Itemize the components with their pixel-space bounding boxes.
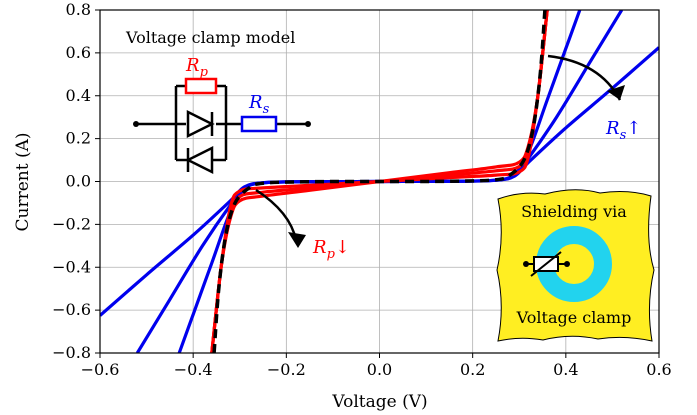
x-tick-label: 0.6 bbox=[646, 360, 671, 379]
x-tick-label: −0.2 bbox=[267, 360, 306, 379]
diode-reverse bbox=[185, 145, 214, 175]
rs-arrow-label: Rs↑ bbox=[605, 118, 641, 143]
rp-arrow-head bbox=[288, 232, 306, 248]
rs-arrow-annotation: Rs↑ bbox=[547, 54, 641, 143]
model-title: Voltage clamp model bbox=[125, 28, 295, 47]
rp-arrow-annotation: Rp↓ bbox=[255, 188, 350, 262]
clamp-dot-left bbox=[523, 261, 529, 267]
y-tick-label: −0.8 bbox=[52, 343, 91, 362]
y-tick-label: −0.2 bbox=[52, 214, 91, 233]
y-tick-label: 0.4 bbox=[66, 86, 91, 105]
rp-label: Rp bbox=[185, 55, 209, 80]
x-tick-label: 0.4 bbox=[553, 360, 578, 379]
y-tick-label: 0.8 bbox=[66, 0, 91, 19]
y-tick-label: −0.4 bbox=[52, 257, 91, 276]
rp-arrow-label: Rp↓ bbox=[312, 237, 350, 262]
rp-resistor bbox=[184, 77, 218, 95]
rs-arrow-head bbox=[607, 85, 625, 100]
x-tick-label: 0.0 bbox=[367, 360, 392, 379]
y-tick-label: 0.2 bbox=[66, 129, 91, 148]
inset-text-bottom: Voltage clamp bbox=[516, 308, 632, 327]
inset-text-top: Shielding via bbox=[521, 202, 627, 221]
circuit-wires bbox=[136, 84, 308, 162]
clamp-slash bbox=[530, 251, 562, 277]
rs-resistor bbox=[240, 115, 278, 133]
clamp-dot-right bbox=[564, 261, 570, 267]
x-tick-label: −0.6 bbox=[81, 360, 120, 379]
series-ideal-line bbox=[212, 10, 547, 353]
y-tick-label: −0.6 bbox=[52, 300, 91, 319]
y-axis-title: Current (A) bbox=[13, 133, 33, 232]
x-axis-title: Voltage (V) bbox=[331, 392, 427, 412]
diode-forward bbox=[186, 109, 215, 139]
shielding-inset: Shielding via Voltage clamp bbox=[496, 189, 655, 342]
x-tick-label: 0.2 bbox=[460, 360, 485, 379]
series-group bbox=[100, 10, 659, 353]
y-tick-label: 0.0 bbox=[66, 172, 91, 191]
y-tick-label: 0.6 bbox=[66, 43, 91, 62]
inset-panel bbox=[496, 189, 655, 342]
circuit-diagram: Voltage clamp model Rp Rs bbox=[125, 28, 311, 175]
rs-arrow bbox=[547, 54, 622, 101]
x-tick-label: −0.4 bbox=[174, 360, 213, 379]
ticks: −0.6 −0.4 −0.2 0.0 0.2 0.4 0.6−0.8−0.6−0.4−0.2… bbox=[52, 0, 672, 379]
rs-label: Rs bbox=[248, 92, 270, 117]
